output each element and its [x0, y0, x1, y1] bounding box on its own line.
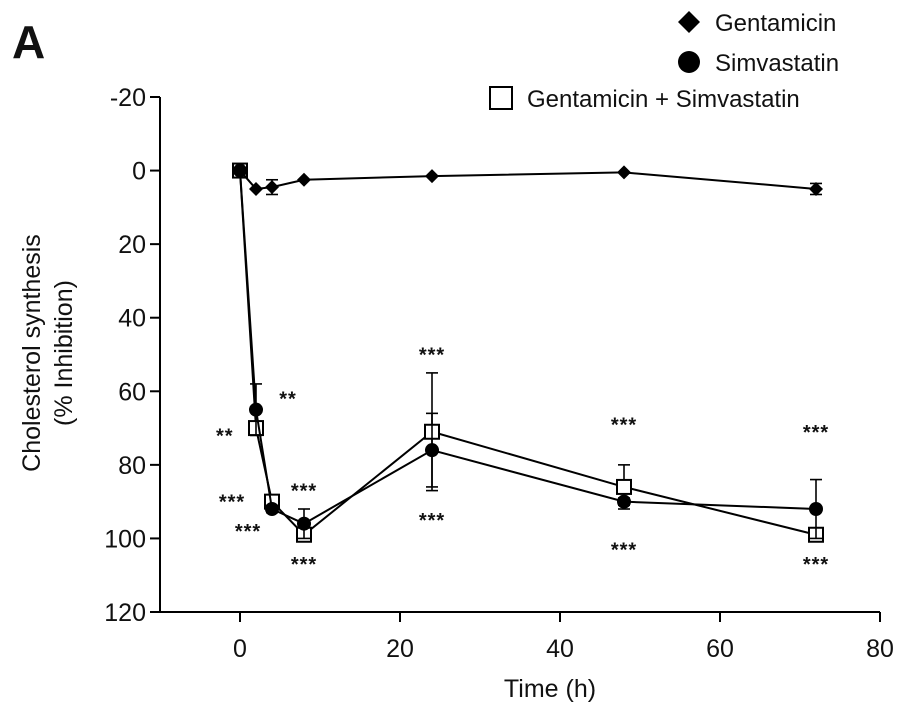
series-circle	[233, 163, 823, 540]
significance-label: **	[279, 389, 297, 411]
data-point	[425, 169, 439, 184]
legend-item: Gentamicin	[678, 10, 836, 37]
y-tick-label: 0	[132, 158, 146, 186]
series-diamond	[233, 163, 823, 196]
data-point	[617, 494, 631, 509]
significance-label: ***	[235, 521, 261, 543]
data-point	[809, 181, 823, 196]
series-line	[239, 169, 817, 191]
legend-item: Simvastatin	[678, 50, 839, 77]
legend-marker	[678, 51, 700, 73]
legend-label: Simvastatin	[715, 50, 839, 77]
significance-label: ***	[419, 345, 445, 367]
series-line	[239, 170, 817, 525]
y-tick-label: 80	[118, 452, 146, 480]
x-tick-label: 40	[546, 635, 574, 663]
legend-label: Gentamicin + Simvastatin	[527, 86, 800, 113]
panel-label: A	[12, 16, 45, 68]
significance-label: ***	[419, 510, 445, 532]
data-point	[297, 172, 311, 187]
x-axis-title: Time (h)	[504, 675, 596, 703]
x-tick-label: 60	[706, 635, 734, 663]
series-line	[239, 170, 817, 537]
data-point	[265, 180, 279, 195]
x-tick-label: 0	[233, 635, 247, 663]
significance-label: ***	[611, 414, 637, 436]
legend-label: Gentamicin	[715, 10, 836, 37]
y-tick-label: 40	[118, 305, 146, 333]
annotation-layer: **********************************	[216, 345, 829, 577]
x-tick-label: 20	[386, 635, 414, 663]
axes: -20 0 20 40 60 80 100 120 0 20 40 60 80	[104, 84, 894, 663]
legend-marker	[489, 86, 513, 110]
data-point	[249, 181, 263, 196]
legend-marker	[678, 11, 700, 33]
significance-label: **	[216, 425, 234, 447]
data-point	[233, 163, 247, 178]
significance-label: ***	[803, 554, 829, 576]
data-point	[425, 443, 439, 458]
significance-label: ***	[803, 422, 829, 444]
data-point	[297, 516, 311, 531]
y-tick-label: 120	[104, 599, 146, 627]
data-point	[265, 502, 279, 516]
data-point	[617, 165, 631, 180]
data-point	[249, 402, 263, 417]
significance-label: ***	[291, 481, 317, 503]
y-tick-label: -20	[110, 84, 146, 112]
y-tick-label: 100	[104, 525, 146, 553]
significance-label: ***	[611, 539, 637, 561]
x-tick-label: 80	[866, 635, 894, 663]
y-axis-title-line-2: (% Inhibition)	[50, 280, 78, 426]
significance-label: ***	[291, 554, 317, 576]
significance-label: ***	[219, 492, 245, 514]
data-point	[616, 478, 632, 495]
legend: Gentamicin Simvastatin Gentamicin + Simvas…	[489, 10, 839, 113]
y-axis-title-line-1: Cholesterol synthesis	[18, 234, 46, 472]
y-tick-label: 60	[118, 378, 146, 406]
series-layer	[232, 162, 824, 543]
y-tick-label: 20	[118, 231, 146, 259]
legend-item: Gentamicin + Simvastatin	[489, 86, 800, 113]
data-point	[809, 502, 823, 516]
series-open-square	[232, 162, 824, 543]
